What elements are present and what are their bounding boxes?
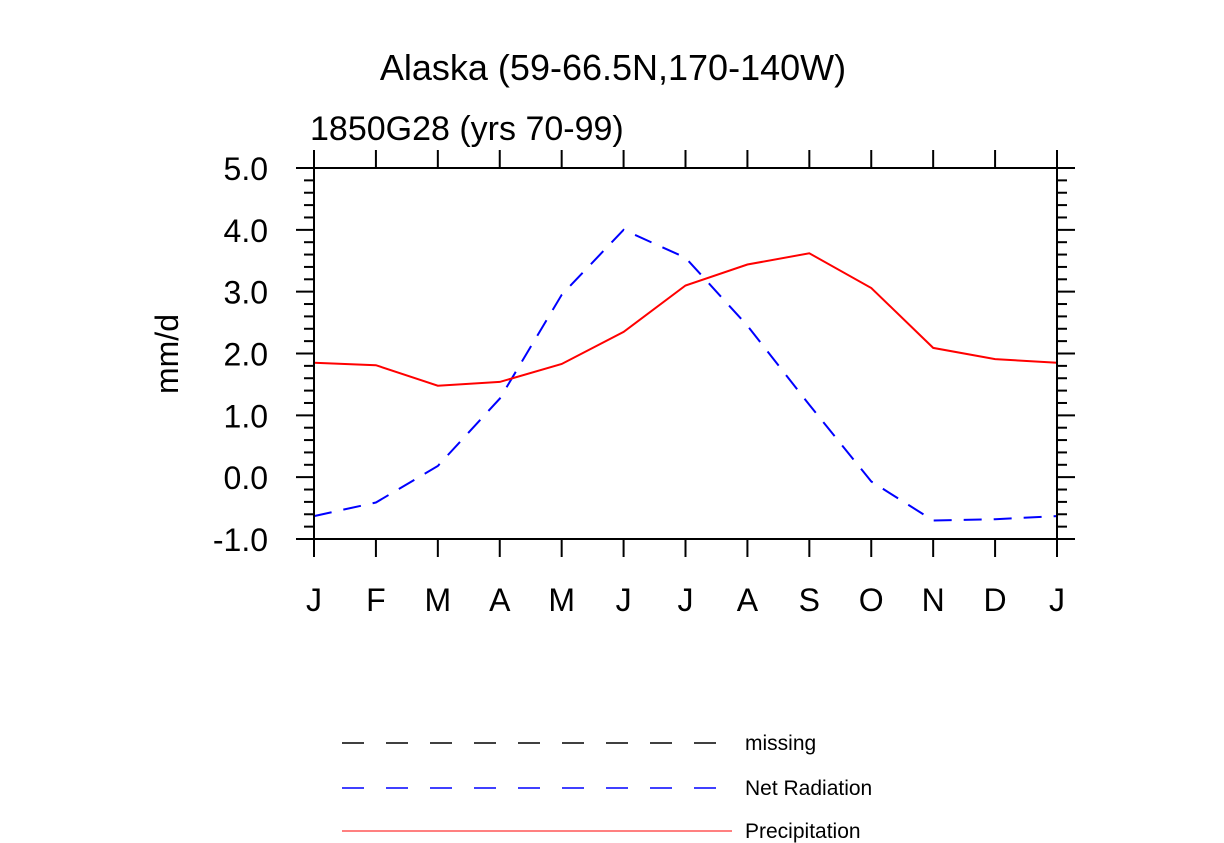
y-tick-label: 4.0 [224,213,268,249]
x-tick-label: J [306,582,322,618]
plot-frame [313,167,1058,540]
legend-label: Net Radiation [745,777,872,800]
legend: missing Net Radiation Precipitation [342,732,872,843]
x-tick-label: A [489,582,511,618]
axis-ticks [296,150,1075,557]
y-axis-label: mm/d [149,314,185,394]
x-tick-label: J [616,582,632,618]
y-tick-labels: -1.0 0.0 1.0 2.0 3.0 4.0 5.0 [213,151,268,558]
x-tick-label: D [984,582,1007,618]
x-tick-label: M [425,582,452,618]
y-tick-label: 5.0 [224,151,268,187]
chart-subtitle: 1850G28 (yrs 70-99) [310,110,624,148]
series-line-precipitation [313,252,1058,387]
y-tick-label: 0.0 [224,460,268,496]
x-tick-label: M [548,582,575,618]
x-tick-label: F [366,582,386,618]
y-tick-label: 2.0 [224,337,268,373]
x-tick-label: J [678,582,694,618]
y-tick-label: -1.0 [213,522,268,558]
y-tick-label: 1.0 [224,398,268,434]
series-line-net-radiation [313,228,1058,522]
chart-title: Alaska (59-66.5N,170-140W) [380,47,846,88]
x-tick-label: S [799,582,820,618]
x-tick-label: N [922,582,945,618]
series-lines [313,228,1058,522]
y-tick-label: 3.0 [224,275,268,311]
legend-label: Precipitation [745,820,861,843]
x-tick-label: O [859,582,884,618]
legend-label: missing [745,732,816,755]
x-tick-label: J [1049,582,1065,618]
x-tick-label: A [737,582,759,618]
